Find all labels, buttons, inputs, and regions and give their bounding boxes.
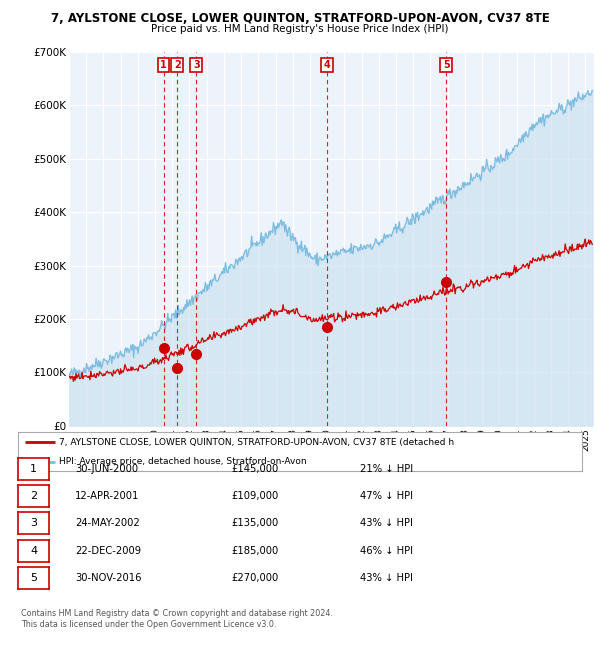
Text: Contains HM Land Registry data © Crown copyright and database right 2024.: Contains HM Land Registry data © Crown c… (21, 608, 333, 618)
Text: 7, AYLSTONE CLOSE, LOWER QUINTON, STRATFORD-UPON-AVON, CV37 8TE: 7, AYLSTONE CLOSE, LOWER QUINTON, STRATF… (50, 12, 550, 25)
Text: 1: 1 (160, 60, 167, 70)
Text: 30-NOV-2016: 30-NOV-2016 (75, 573, 142, 583)
Text: 47% ↓ HPI: 47% ↓ HPI (360, 491, 413, 501)
Text: £270,000: £270,000 (231, 573, 278, 583)
Text: Price paid vs. HM Land Registry's House Price Index (HPI): Price paid vs. HM Land Registry's House … (151, 24, 449, 34)
Text: 46% ↓ HPI: 46% ↓ HPI (360, 545, 413, 556)
Text: 24-MAY-2002: 24-MAY-2002 (75, 518, 140, 528)
Text: This data is licensed under the Open Government Licence v3.0.: This data is licensed under the Open Gov… (21, 620, 277, 629)
Text: HPI: Average price, detached house, Stratford-on-Avon: HPI: Average price, detached house, Stra… (59, 457, 306, 466)
Text: 2: 2 (30, 491, 37, 501)
Text: 5: 5 (443, 60, 449, 70)
Text: 3: 3 (193, 60, 200, 70)
Text: £109,000: £109,000 (231, 491, 278, 501)
Text: 21% ↓ HPI: 21% ↓ HPI (360, 463, 413, 474)
Text: 4: 4 (323, 60, 330, 70)
Text: 1: 1 (30, 463, 37, 474)
Text: £135,000: £135,000 (231, 518, 278, 528)
Text: £145,000: £145,000 (231, 463, 278, 474)
Text: 12-APR-2001: 12-APR-2001 (75, 491, 139, 501)
Text: 3: 3 (30, 518, 37, 528)
Text: 43% ↓ HPI: 43% ↓ HPI (360, 573, 413, 583)
Text: 43% ↓ HPI: 43% ↓ HPI (360, 518, 413, 528)
Text: £185,000: £185,000 (231, 545, 278, 556)
Text: 2: 2 (174, 60, 181, 70)
Text: 4: 4 (30, 545, 37, 556)
Text: 30-JUN-2000: 30-JUN-2000 (75, 463, 138, 474)
Text: 22-DEC-2009: 22-DEC-2009 (75, 545, 141, 556)
Text: 7, AYLSTONE CLOSE, LOWER QUINTON, STRATFORD-UPON-AVON, CV37 8TE (detached h: 7, AYLSTONE CLOSE, LOWER QUINTON, STRATF… (59, 437, 454, 447)
Text: 5: 5 (30, 573, 37, 583)
